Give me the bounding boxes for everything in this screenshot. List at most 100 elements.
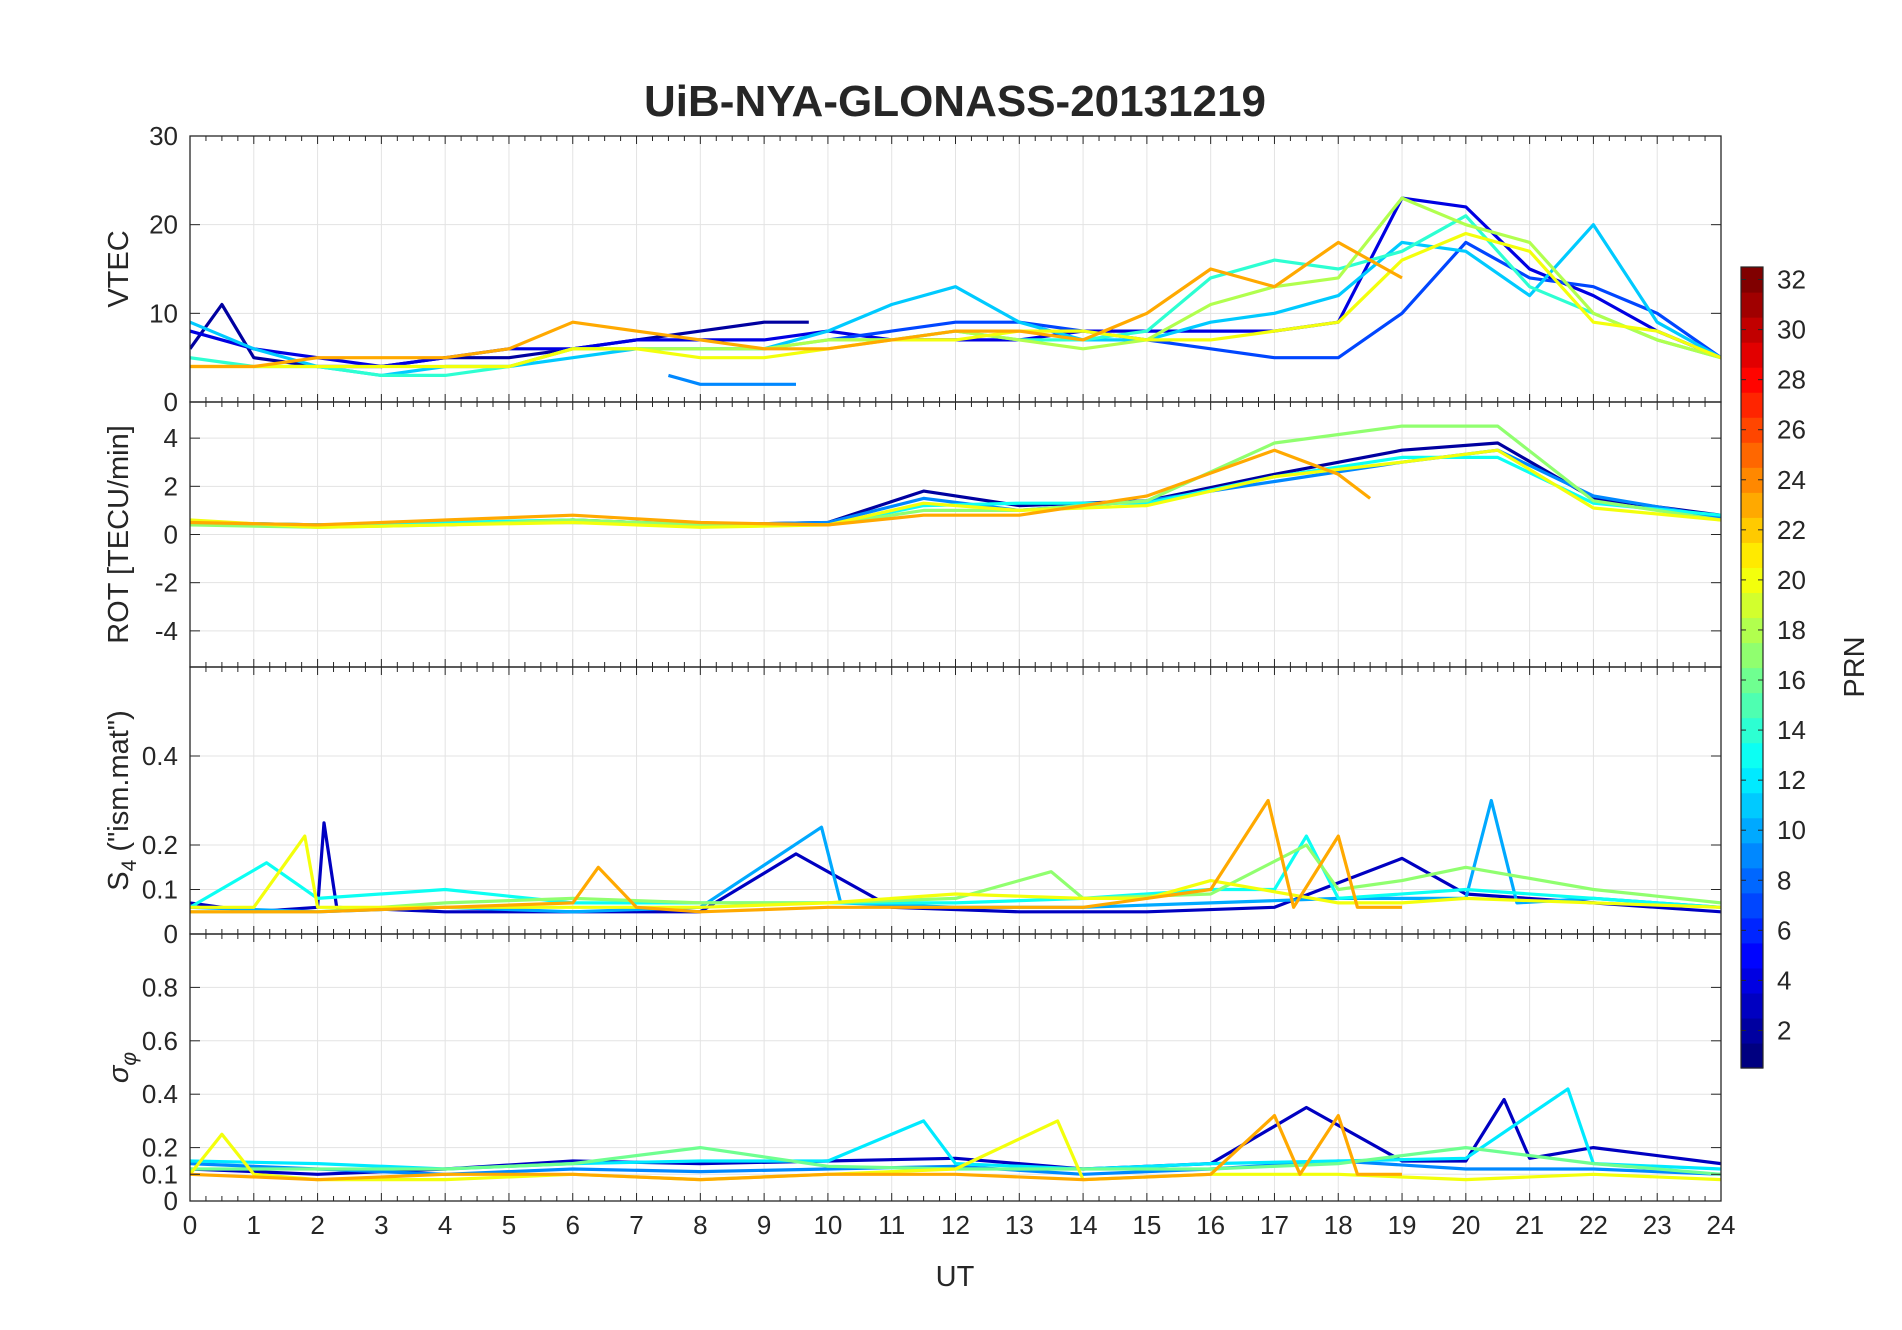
colorbar-swatch bbox=[1741, 1017, 1763, 1044]
colorbar-swatch bbox=[1741, 967, 1763, 994]
series-prn-23 bbox=[190, 240, 1403, 369]
colorbar-swatch bbox=[1741, 642, 1763, 669]
colorbar-swatch bbox=[1741, 817, 1763, 844]
colorbar-swatch bbox=[1741, 892, 1763, 919]
x-tick-label: 20 bbox=[1451, 1210, 1480, 1240]
colorbar-swatch bbox=[1741, 792, 1763, 819]
colorbar-swatch bbox=[1741, 492, 1763, 518]
colorbar-tick-label: 10 bbox=[1777, 815, 1806, 845]
colorbar-swatch bbox=[1741, 417, 1763, 443]
colorbar-swatch bbox=[1741, 842, 1763, 869]
series-prn-20 bbox=[190, 448, 1721, 529]
colorbar-label: PRN bbox=[1839, 636, 1871, 697]
series-group bbox=[190, 798, 1721, 914]
y-tick-label: -4 bbox=[155, 616, 178, 646]
y-tick-label: 10 bbox=[149, 298, 178, 328]
y-tick-label: 0.1 bbox=[142, 1159, 178, 1189]
colorbar-tick-label: 18 bbox=[1777, 615, 1806, 645]
colorbar-swatch bbox=[1741, 392, 1763, 418]
x-tick-label: 21 bbox=[1515, 1210, 1544, 1240]
colorbar-swatch bbox=[1741, 517, 1763, 543]
y-axis-label: σφ bbox=[103, 1052, 141, 1084]
x-tick-label: 3 bbox=[374, 1210, 388, 1240]
colorbar-tick-label: 6 bbox=[1777, 915, 1791, 945]
y-axis-label: VTEC bbox=[103, 230, 135, 307]
colorbar-swatch bbox=[1741, 292, 1763, 318]
colorbar-swatch bbox=[1741, 442, 1763, 468]
x-axis-label: UT bbox=[936, 1261, 975, 1293]
series-prn-3 bbox=[190, 821, 1721, 914]
colorbar-tick-label: 8 bbox=[1777, 865, 1791, 895]
colorbar-tick-label: 12 bbox=[1777, 765, 1806, 795]
y-tick-label: 0 bbox=[164, 1186, 178, 1216]
x-tick-label: 11 bbox=[878, 1210, 905, 1240]
series-group bbox=[190, 1087, 1721, 1182]
series-prn-17 bbox=[190, 843, 1721, 914]
y-axis-label: S4 ("ism.mat") bbox=[103, 710, 141, 891]
series-prn-20 bbox=[190, 834, 1721, 909]
series-prn-7 bbox=[827, 240, 1721, 360]
colorbar-tick-label: 26 bbox=[1777, 415, 1806, 445]
y-tick-label: -2 bbox=[155, 568, 178, 598]
colorbar-swatch bbox=[1741, 592, 1763, 619]
series-group bbox=[190, 196, 1721, 386]
colorbar-swatch bbox=[1741, 742, 1763, 769]
x-tick-label: 9 bbox=[757, 1210, 771, 1240]
y-axis-label: ROT [TECU/min] bbox=[103, 425, 135, 644]
x-tick-label: 13 bbox=[1005, 1210, 1034, 1240]
series-prn-23 bbox=[190, 448, 1372, 527]
series-prn-13 bbox=[190, 455, 1721, 527]
x-tick-label: 1 bbox=[247, 1210, 261, 1240]
colorbar-swatch bbox=[1741, 917, 1763, 944]
series-group bbox=[190, 424, 1721, 529]
series-prn-18 bbox=[445, 196, 1721, 369]
colorbar-swatch bbox=[1741, 1042, 1763, 1069]
colorbar-tick-label: 20 bbox=[1777, 565, 1806, 595]
colorbar-swatch bbox=[1741, 667, 1763, 694]
colorbar-tick-label: 24 bbox=[1777, 465, 1806, 495]
x-tick-label: 14 bbox=[1069, 1210, 1098, 1240]
y-tick-label: 0.2 bbox=[142, 830, 178, 860]
y-tick-label: 0 bbox=[164, 919, 178, 949]
grid bbox=[189, 402, 1722, 667]
y-tick-label: 0 bbox=[164, 387, 178, 417]
y-tick-label: 0.4 bbox=[142, 741, 178, 771]
colorbar-frame bbox=[1740, 266, 1764, 1069]
colorbar-swatch bbox=[1741, 267, 1763, 293]
y-tick-label: 30 bbox=[149, 121, 178, 151]
colorbar-swatch bbox=[1741, 717, 1763, 744]
panel-4: 00.10.2 0.4 0.6 0.8 σφ bbox=[103, 933, 1722, 1216]
y-tick-label: 0.4 bbox=[142, 1079, 178, 1109]
x-tick-label: 8 bbox=[693, 1210, 707, 1240]
y-tick-label: 0.6 bbox=[142, 1026, 178, 1056]
x-tick-label: 7 bbox=[629, 1210, 643, 1240]
colorbar-swatch bbox=[1741, 692, 1763, 719]
x-tick-label: 4 bbox=[438, 1210, 452, 1240]
series-prn-23 bbox=[190, 798, 1402, 914]
y-tick-label: 0.1 bbox=[142, 875, 178, 905]
chart-title: UiB-NYA-GLONASS-20131219 bbox=[644, 77, 1266, 126]
colorbar-swatch bbox=[1741, 342, 1763, 368]
colorbar-swatch bbox=[1741, 867, 1763, 894]
x-tick-label: 2 bbox=[310, 1210, 324, 1240]
colorbar-tick-label: 16 bbox=[1777, 665, 1806, 695]
colorbar-swatch bbox=[1741, 467, 1763, 493]
x-tick-label: 18 bbox=[1324, 1210, 1353, 1240]
colorbar-tick-label: 14 bbox=[1777, 715, 1806, 745]
panel-1: 0 10 20 30 VTEC bbox=[103, 121, 1722, 417]
colorbar-tick-label: 22 bbox=[1777, 515, 1806, 545]
series-prn-9 bbox=[667, 373, 796, 386]
x-tick-label: 19 bbox=[1388, 1210, 1417, 1240]
colorbar-swatch bbox=[1741, 992, 1763, 1019]
x-tick-label: 16 bbox=[1196, 1210, 1225, 1240]
y-tick-label: 20 bbox=[149, 210, 178, 240]
y-tick-label: 0 bbox=[164, 520, 178, 550]
series-prn-20 bbox=[190, 231, 1721, 369]
colorbar-tick-label: 28 bbox=[1777, 365, 1806, 395]
x-axis: 0 1 2 3 4 5 6 7 8 9 10 11 12 13 14 15 16 17 18 19 20 21 22 23 24 bbox=[183, 1210, 1736, 1240]
colorbar-swatch bbox=[1741, 942, 1763, 969]
colorbar-swatch bbox=[1741, 567, 1763, 594]
